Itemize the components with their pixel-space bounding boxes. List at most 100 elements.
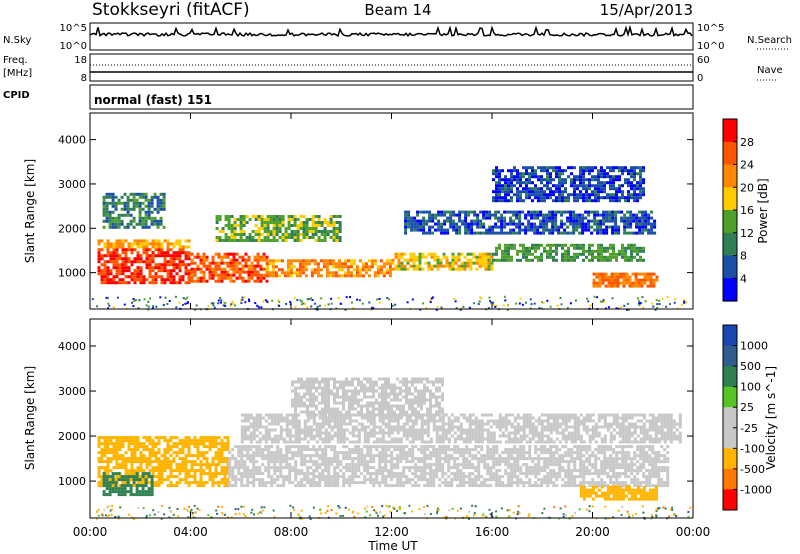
data-cell (627, 181, 630, 185)
data-cell (144, 219, 148, 223)
data-cell (489, 466, 493, 470)
data-cell (404, 219, 408, 223)
data-cell (651, 472, 655, 476)
data-cell (564, 475, 568, 479)
data-cell (432, 472, 436, 476)
data-cell (492, 475, 496, 479)
data-cell (454, 258, 458, 262)
data-cell (615, 445, 619, 449)
data-cell (127, 269, 131, 273)
data-cell (172, 475, 176, 479)
data-cell (163, 278, 167, 282)
data-cell (178, 254, 182, 258)
data-cell (351, 481, 355, 485)
data-cell (384, 475, 388, 479)
data-cell (115, 457, 119, 461)
data-cell (208, 264, 212, 268)
data-cell (97, 242, 101, 246)
data-cell (441, 445, 445, 449)
data-cell (443, 213, 447, 217)
data-cell (561, 196, 564, 200)
data-cell (498, 169, 501, 173)
data-cell (217, 267, 221, 271)
data-cell (112, 445, 116, 449)
data-cell (163, 239, 167, 243)
data-cell (187, 475, 191, 479)
data-cell (600, 448, 604, 452)
data-cell (543, 199, 546, 203)
data-cell (576, 243, 579, 247)
data-cell (369, 478, 373, 482)
data-cell (231, 469, 235, 473)
data-cell (269, 239, 273, 242)
data-cell (294, 466, 298, 470)
data-cell (309, 454, 313, 458)
data-cell (118, 266, 122, 270)
data-cell (627, 466, 631, 470)
data-cell (270, 481, 274, 485)
data-cell (345, 469, 349, 473)
data-cell (516, 460, 520, 464)
data-cell (405, 451, 409, 455)
data-cell (233, 236, 237, 239)
data-cell (223, 475, 227, 479)
data-cell (564, 199, 567, 203)
data-cell (456, 451, 460, 455)
data-cell (423, 466, 427, 470)
data-cell (399, 478, 403, 482)
data-cell (234, 466, 238, 470)
data-cell (507, 187, 510, 191)
data-cell (558, 169, 561, 173)
data-cell (428, 213, 432, 217)
data-cell (473, 210, 477, 214)
data-cell (527, 210, 531, 214)
data-cell (588, 199, 591, 203)
data-cell (290, 236, 294, 239)
data-cell (630, 457, 634, 461)
data-cell (150, 219, 154, 223)
data-cell (636, 246, 639, 250)
data-cell (157, 457, 161, 461)
data-cell (246, 484, 250, 488)
data-cell (566, 231, 570, 235)
data-cell (311, 224, 315, 227)
data-cell (435, 454, 439, 458)
data-cell (240, 466, 244, 470)
data-cell (157, 472, 161, 476)
data-cell (457, 255, 461, 259)
data-cell (133, 436, 137, 440)
data-cell (618, 196, 621, 200)
data-cell (261, 463, 265, 467)
data-cell (552, 199, 555, 203)
data-cell (582, 181, 585, 185)
data-cell (314, 239, 318, 242)
data-cell (357, 451, 361, 455)
data-cell (634, 281, 638, 285)
data-cell (130, 454, 134, 458)
data-cell (112, 242, 116, 246)
data-cell (202, 463, 206, 467)
data-cell (184, 245, 188, 249)
data-cell (184, 478, 188, 482)
data-cell (597, 169, 600, 173)
data-cell (477, 469, 481, 473)
colorbar-segment (723, 255, 737, 279)
data-cell (205, 255, 209, 259)
data-cell (100, 239, 104, 243)
data-cell (452, 213, 456, 217)
data-cell (621, 172, 624, 176)
data-cell (156, 195, 160, 199)
data-cell (651, 445, 655, 449)
data-cell (346, 259, 350, 263)
data-cell (228, 451, 232, 455)
data-cell (627, 445, 631, 449)
data-cell (240, 434, 244, 438)
data-cell (321, 475, 325, 479)
data-cell (265, 268, 269, 272)
data-cell (616, 272, 620, 276)
data-cell (570, 172, 573, 176)
data-cell (160, 275, 164, 279)
data-cell (363, 445, 367, 449)
data-cell (442, 252, 446, 256)
data-cell (429, 454, 433, 458)
